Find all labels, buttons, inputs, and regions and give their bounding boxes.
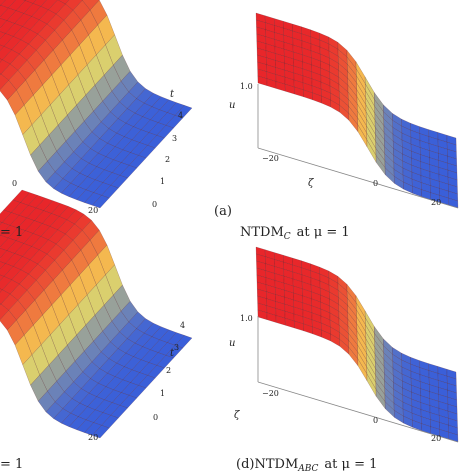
- tr-u-axis-label: u: [229, 100, 235, 111]
- br-zeta-tick-0: 0: [373, 416, 378, 425]
- caption-top-left-edge: = 1: [0, 225, 23, 240]
- frame-tr-base: [257, 147, 459, 209]
- caption-d-sub: ABC: [297, 464, 318, 474]
- bl-t-tick-4: 4: [180, 321, 185, 330]
- surface-plots: [0, 0, 459, 443]
- frame-br-base: [257, 381, 459, 443]
- br-u-axis-label: u: [229, 338, 235, 349]
- br-zeta-tick-neg20: −20: [262, 389, 279, 398]
- bl-t-tick-2: 2: [166, 366, 171, 375]
- surface-bottom-left: [0, 189, 193, 439]
- br-zeta-tick-20: 20: [431, 434, 441, 443]
- tr-zeta-tick-0: 0: [373, 179, 378, 188]
- caption-a-sub: C: [284, 232, 291, 242]
- tl-t-tick-3: 3: [172, 134, 177, 143]
- bl-t-tick-0: 0: [153, 413, 158, 422]
- bl-t-tick-3: 3: [174, 343, 179, 352]
- bl-t-axis-label: t: [170, 348, 175, 359]
- tr-zeta-axis-label: ζ: [308, 178, 314, 189]
- tr-zeta-tick-20: 20: [431, 198, 441, 207]
- tl-t-tick-0: 0: [152, 200, 157, 209]
- surface-patch: [91, 425, 110, 439]
- tl-t-axis-label: t: [170, 89, 175, 100]
- caption-d-method: NTDM: [254, 457, 298, 472]
- caption-d-param: at μ = 1: [324, 457, 377, 472]
- tl-t-tick-4: 4: [178, 111, 183, 120]
- br-zeta-axis-label: ζ: [234, 410, 240, 421]
- tl-zeta-tick-20: 20: [88, 206, 98, 215]
- bl-zeta-tick-20: 20: [88, 433, 98, 442]
- caption-a-method: NTDM: [240, 225, 284, 240]
- tl-zeta-tick-0: 0: [12, 179, 17, 188]
- tl-t-tick-1: 1: [160, 177, 165, 186]
- caption-a-letter: (a): [214, 204, 232, 219]
- surface-top-left: [0, 0, 193, 209]
- br-u-tick: 1.0: [240, 314, 253, 323]
- tr-u-tick: 1.0: [240, 82, 253, 91]
- caption-a: NTDMC at μ = 1: [240, 225, 350, 242]
- bl-t-tick-1: 1: [160, 389, 165, 398]
- surface-patch: [91, 195, 110, 209]
- surface-bottom-right: [255, 246, 459, 443]
- tl-t-tick-2: 2: [165, 155, 170, 164]
- caption-d: (d)NTDMABC at μ = 1: [236, 457, 377, 474]
- surface-top-right: [255, 12, 459, 209]
- tr-zeta-tick-neg20: −20: [262, 154, 279, 163]
- caption-bottom-left-edge: = 1: [0, 457, 23, 472]
- caption-d-letter: (d): [236, 457, 254, 472]
- caption-a-param: at μ = 1: [297, 225, 350, 240]
